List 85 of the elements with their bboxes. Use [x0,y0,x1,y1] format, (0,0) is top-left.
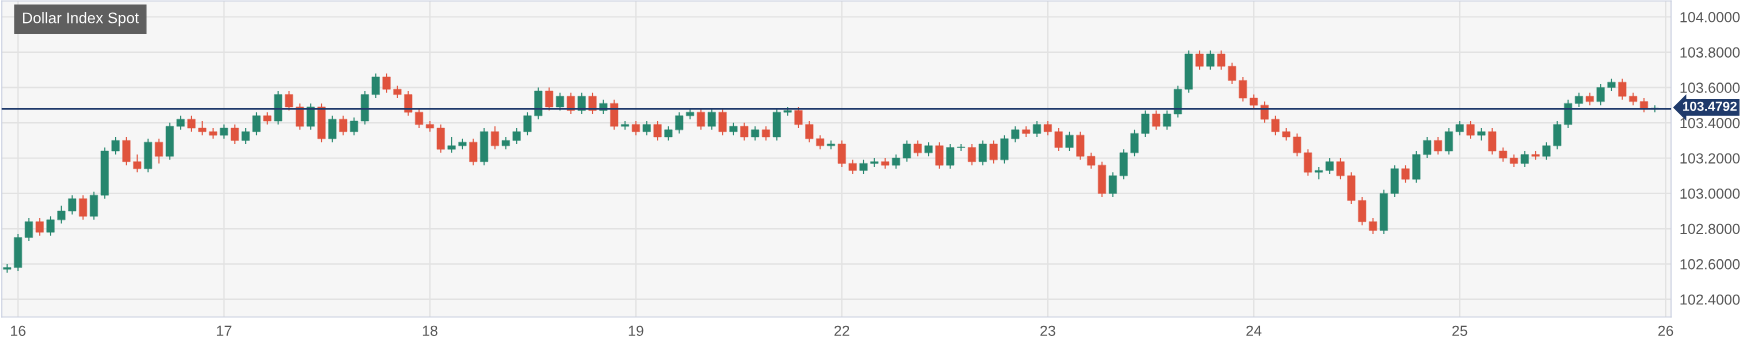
x-tick-label: 24 [1246,325,1262,336]
candlestick [89,191,98,221]
candlestick [1444,127,1453,156]
candlestick [1130,129,1139,157]
candlestick [957,143,966,152]
candlestick [1054,127,1063,152]
y-tick-label: 102.4000 [1680,294,1740,305]
candlestick [404,90,413,117]
candlestick [122,136,131,166]
candlestick [24,217,33,242]
candlestick [1553,120,1562,150]
candlestick [154,138,163,164]
candlestick [805,120,814,143]
x-tick-label: 16 [11,325,26,336]
candlestick [209,127,218,140]
x-tick-label: 26 [1658,325,1674,336]
text: Dollar Index Spot [23,12,139,27]
candlestick [837,139,846,168]
candlestick [1206,49,1215,71]
candlestick [946,143,955,170]
x-tick-label: 17 [216,325,232,336]
candlestick [490,125,499,150]
candlestick [1423,136,1432,159]
y-tick-label: 103.4000 [1680,117,1740,129]
candlestick [1119,148,1128,180]
candlestick [1000,134,1009,164]
candlestick [1065,131,1074,152]
candlestick [967,143,976,166]
candlestick [1293,132,1302,157]
candlestick [1022,125,1031,138]
candlestick [1303,148,1312,177]
x-tick-label: 23 [1040,325,1056,336]
candlestick [1271,115,1280,136]
candlestick [902,139,911,163]
candlestick [935,141,944,170]
ref-line-label: 103.4792 [1683,101,1737,111]
candlestick [328,115,337,143]
x-tick-label: 25 [1452,325,1468,336]
candlestick [306,102,315,131]
candlestick [653,120,662,142]
candlestick [1152,109,1161,131]
candlestick [469,138,478,166]
candlestick [794,106,803,129]
candlestick [718,108,727,136]
candlestick [1596,83,1605,106]
y-tick-label: 103.8000 [1680,47,1740,58]
candlestick [1488,127,1497,156]
candlestick [1076,131,1085,161]
candlestick [978,139,987,166]
candlestick [371,72,380,99]
candlestick [46,215,55,237]
candlestick [696,108,705,131]
x-tick-label: 19 [628,325,644,336]
y-tick-label: 103.2000 [1680,153,1740,164]
candlestick [230,124,239,145]
candlestick [339,115,348,136]
x-tick-label: 18 [422,325,438,336]
candlestick [610,99,619,131]
candlestick [675,111,684,134]
candlestick [1618,78,1627,101]
candlestick [436,124,445,154]
candlestick [1195,49,1204,71]
candlestick [68,194,77,216]
y-tick-label: 104.0000 [1680,12,1740,23]
candlestick [1108,171,1117,198]
y-tick-label: 102.8000 [1680,223,1740,235]
candlestick [1336,157,1345,180]
candlestick [989,139,998,164]
y-tick-label: 103.0000 [1680,188,1740,199]
y-tick-label: 102.6000 [1680,259,1740,270]
candlestick [1358,196,1367,226]
candlestick [707,108,716,131]
candlestick [382,72,391,94]
candlestick [295,102,304,131]
candlestick [1163,109,1172,131]
candlestick [252,111,261,136]
candlestick [523,111,532,136]
candlestick [1564,99,1573,129]
candlestick [621,120,630,131]
candlestick [1217,49,1226,71]
x-tick-label: 22 [834,325,850,336]
candlestick [826,139,835,150]
y-tick-label: 103.6000 [1680,82,1740,93]
candlestick [1141,109,1150,138]
candlestick [79,194,88,221]
